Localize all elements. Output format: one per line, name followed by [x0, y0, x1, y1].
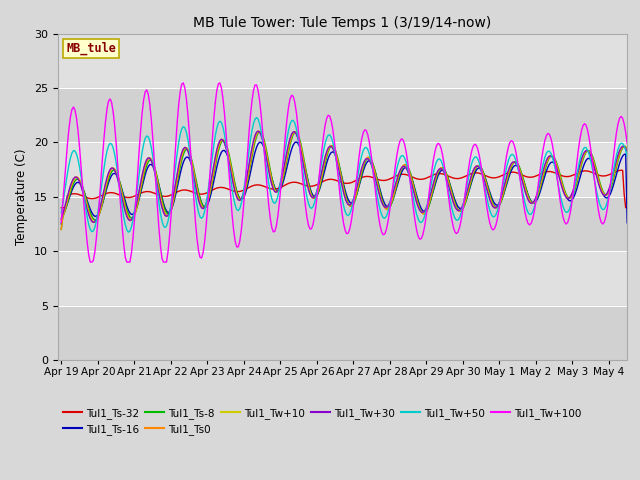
- Title: MB Tule Tower: Tule Temps 1 (3/19/14-now): MB Tule Tower: Tule Temps 1 (3/19/14-now…: [193, 16, 492, 30]
- Text: MB_tule: MB_tule: [66, 42, 116, 55]
- Legend: Tul1_Ts-32, Tul1_Ts-16, Tul1_Ts-8, Tul1_Ts0, Tul1_Tw+10, Tul1_Tw+30, Tul1_Tw+50,: Tul1_Ts-32, Tul1_Ts-16, Tul1_Ts-8, Tul1_…: [63, 408, 581, 435]
- Bar: [58, 306, 627, 360]
- Y-axis label: Temperature (C): Temperature (C): [15, 148, 28, 245]
- Bar: [58, 197, 627, 251]
- Bar: [58, 88, 627, 143]
